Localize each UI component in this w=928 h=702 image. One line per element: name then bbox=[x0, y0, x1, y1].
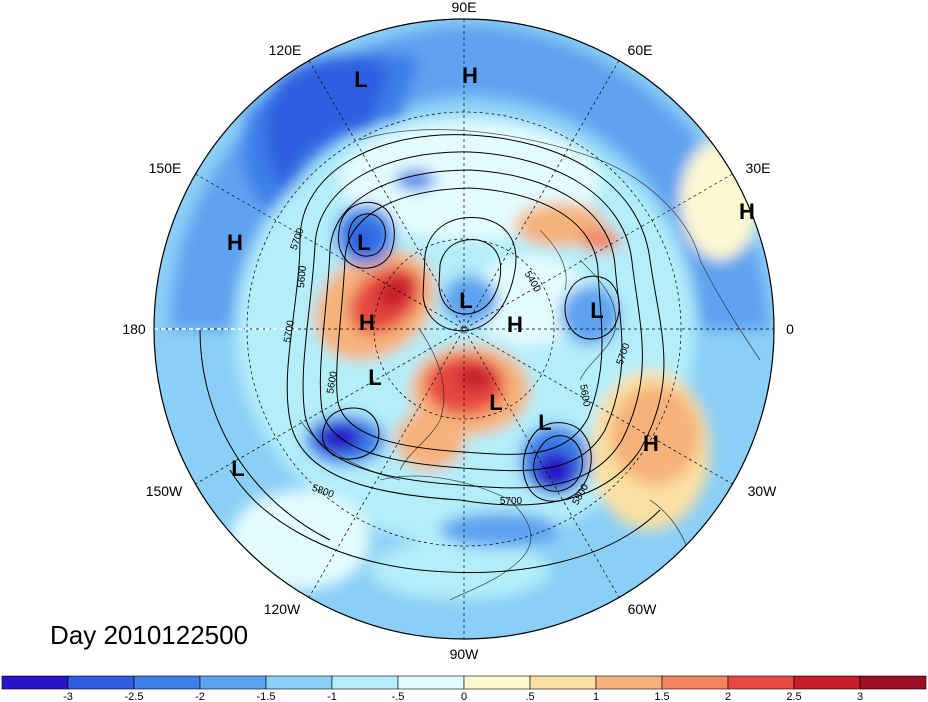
colorbar-swatch bbox=[859, 675, 927, 690]
colorbar-tick-label: 1 bbox=[593, 691, 599, 702]
day-title: Day 2010122500 bbox=[50, 620, 249, 650]
lon-label-150w: 150W bbox=[146, 483, 183, 499]
lon-label-150e: 150E bbox=[149, 160, 182, 176]
high-marker: H bbox=[359, 310, 375, 335]
pressure-systems: L H L L H L H H H L L L L H bbox=[227, 63, 755, 481]
lon-label-90w: 90W bbox=[450, 646, 480, 662]
low-marker: L bbox=[489, 390, 502, 415]
longitude-labels: 90E 60E 30E 0 30W 60W 90W 120W 150W 180 … bbox=[122, 0, 794, 662]
colorbar-tick-label: 2 bbox=[725, 691, 731, 702]
colorbar-swatch bbox=[1, 675, 69, 690]
lon-label-30w: 30W bbox=[748, 483, 778, 499]
low-marker: L bbox=[538, 410, 551, 435]
contour-label: 5600 bbox=[296, 265, 309, 289]
lon-label-120w: 120W bbox=[264, 601, 301, 617]
lon-label-60w: 60W bbox=[628, 601, 658, 617]
graticule bbox=[154, 19, 774, 639]
lon-label-120e: 120E bbox=[269, 42, 302, 58]
colorbar-tick-label: -.5 bbox=[392, 691, 405, 702]
colorbar-tick-label: .5 bbox=[525, 691, 534, 702]
colorbar-tick-label: 1.5 bbox=[654, 691, 669, 702]
high-marker: H bbox=[643, 431, 659, 456]
colorbar-swatch bbox=[265, 675, 333, 690]
lon-label-90e: 90E bbox=[452, 0, 477, 15]
colorbar-tick-label: 0 bbox=[461, 691, 467, 702]
lon-label-0: 0 bbox=[786, 321, 794, 337]
coastlines bbox=[299, 129, 761, 601]
high-marker: H bbox=[227, 230, 243, 255]
contour-label: 5700 bbox=[500, 496, 523, 507]
colorbar-swatch bbox=[331, 675, 399, 690]
low-marker: L bbox=[459, 288, 472, 313]
colorbar-tick-label: -2.5 bbox=[125, 691, 144, 702]
height-contours bbox=[199, 134, 665, 573]
colorbar-swatch bbox=[397, 675, 465, 690]
colorbar-swatch bbox=[661, 675, 729, 690]
low-marker: L bbox=[368, 365, 381, 390]
colorbar: -3 -2.5 -2 -1.5 -1 -.5 0 .5 1 1.5 2 2.5 3 bbox=[1, 675, 927, 702]
high-marker: H bbox=[739, 199, 755, 224]
colorbar-swatch bbox=[793, 675, 861, 690]
colorbar-swatch bbox=[595, 675, 663, 690]
colorbar-swatch bbox=[67, 675, 135, 690]
map-border bbox=[153, 18, 775, 640]
colorbar-tick-label: 3 bbox=[857, 691, 863, 702]
high-marker: H bbox=[462, 63, 478, 88]
colorbar-tick-label: -3 bbox=[63, 691, 73, 702]
colorbar-swatch bbox=[727, 675, 795, 690]
contour-label: 5600 bbox=[325, 370, 340, 394]
colorbar-swatch bbox=[199, 675, 267, 690]
colorbar-tick-label: -2 bbox=[195, 691, 205, 702]
colorbar-swatch bbox=[133, 675, 201, 690]
lon-label-30e: 30E bbox=[746, 160, 771, 176]
colorbar-tick-label: -1.5 bbox=[257, 691, 276, 702]
contour-label: 5600 bbox=[577, 384, 592, 408]
lon-label-60e: 60E bbox=[628, 42, 653, 58]
colorbar-swatch bbox=[463, 675, 531, 690]
colorbar-tick-label: -1 bbox=[327, 691, 337, 702]
colorbar-swatch bbox=[529, 675, 597, 690]
low-marker: L bbox=[354, 67, 367, 92]
high-marker: H bbox=[507, 312, 523, 337]
low-marker: L bbox=[357, 230, 370, 255]
lon-label-180: 180 bbox=[122, 321, 146, 337]
low-marker: L bbox=[231, 456, 244, 481]
colorbar-tick-label: 2.5 bbox=[786, 691, 801, 702]
low-marker: L bbox=[590, 298, 603, 323]
contour-label: 5700 bbox=[282, 319, 297, 343]
